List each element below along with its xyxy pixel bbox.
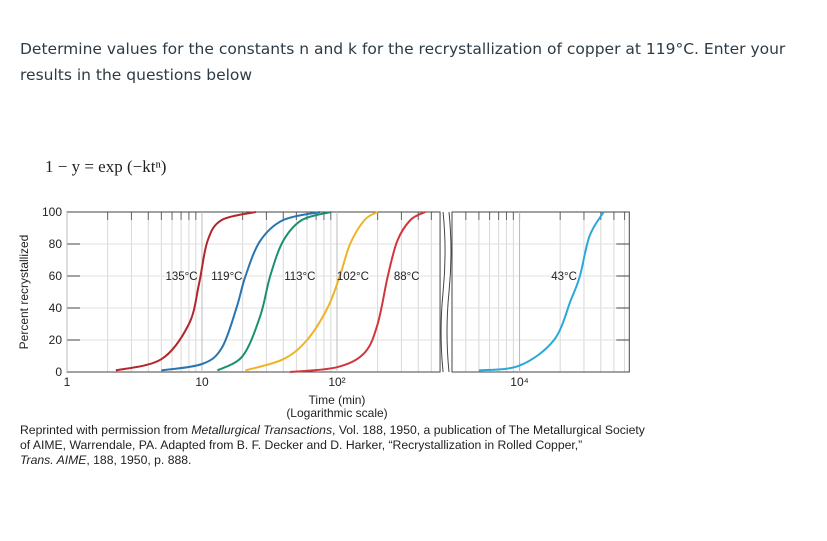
series-label: 43°C xyxy=(551,271,577,283)
plot-frame xyxy=(451,211,630,373)
series-line xyxy=(115,211,256,372)
caption: Reprinted with permission from Metallurg… xyxy=(20,423,720,468)
caption-italic: Trans. AIME xyxy=(20,453,87,467)
series-line xyxy=(478,211,605,372)
y-tick-label: 40 xyxy=(49,301,63,315)
caption-line: Reprinted with permission from Metallurg… xyxy=(20,423,720,438)
series-line xyxy=(245,211,379,372)
y-tick-label: 80 xyxy=(49,237,63,251)
caption-text: Reprinted with permission from xyxy=(20,423,192,437)
caption-text: , 188, 1950, p. 888. xyxy=(86,453,192,467)
series-label: 88°C xyxy=(394,271,420,283)
y-tick-label: 20 xyxy=(49,333,63,347)
series-label: 135°C xyxy=(165,271,197,283)
caption-text: , Vol. 188, 1950, a publication of The M… xyxy=(332,423,645,437)
caption-italic: Metallurgical Transactions xyxy=(191,423,333,437)
series-label: 119°C xyxy=(211,271,242,283)
y-axis-label: Percent recrystallized xyxy=(17,235,31,350)
x-axis-label: (Logarithmic scale) xyxy=(286,406,387,420)
x-tick-label: 10⁴ xyxy=(510,375,529,389)
x-tick-label: 10² xyxy=(328,375,345,389)
series-line xyxy=(290,211,426,373)
axis-break xyxy=(440,211,452,373)
x-tick-label: 10 xyxy=(195,375,209,389)
y-tick-label: 0 xyxy=(55,365,62,379)
y-tick-label: 60 xyxy=(49,269,63,283)
series-line xyxy=(161,211,321,372)
series-label: 102°C xyxy=(337,271,369,283)
caption-line: Trans. AIME, 188, 1950, p. 888. xyxy=(20,453,720,468)
x-tick-label: 1 xyxy=(64,375,71,389)
x-axis-label: Time (min) xyxy=(309,393,366,407)
question-text: Determine values for the constants n and… xyxy=(20,40,786,84)
y-tick-label: 100 xyxy=(42,205,62,219)
caption-line: of AIME, Warrendale, PA. Adapted from B.… xyxy=(20,438,583,452)
series-line xyxy=(216,211,332,372)
series-label: 113°C xyxy=(284,271,315,283)
equation: 1 − y = exp (−ktⁿ) xyxy=(45,157,166,176)
